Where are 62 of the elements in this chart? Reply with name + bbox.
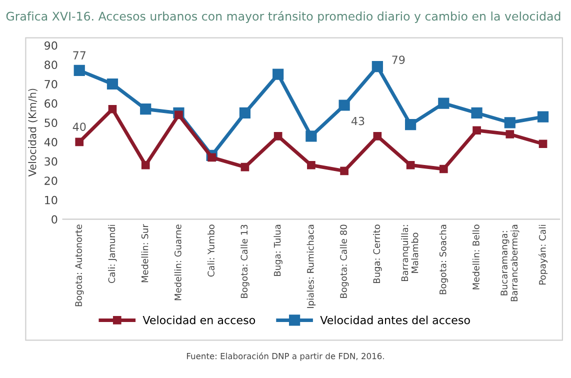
- point: [504, 117, 516, 128]
- x-tick-label: Bogota: Calle 80: [340, 224, 349, 298]
- point: [141, 160, 150, 170]
- point: [108, 104, 117, 114]
- x-tick-label: Buga: Cerrito: [373, 224, 382, 283]
- point: [538, 140, 548, 148]
- y-tick-label: 90: [44, 41, 58, 50]
- point: [106, 78, 118, 90]
- y-tick-label: 0: [52, 215, 58, 224]
- point: [438, 98, 450, 109]
- y-tick-label: 10: [45, 196, 58, 204]
- x-tick-label: Barranquilla: Malambo: [401, 225, 418, 282]
- x-tick-label: Ipiales: Rumichaca: [306, 224, 316, 308]
- data-label: 79: [392, 56, 405, 64]
- point: [306, 130, 317, 142]
- data-label: 77: [73, 51, 86, 60]
- point: [240, 162, 250, 172]
- point: [75, 138, 84, 146]
- point: [537, 111, 549, 122]
- point: [404, 119, 416, 130]
- point: [307, 160, 316, 170]
- x-tick-label: Medellin: Guarne: [174, 224, 182, 300]
- point: [208, 153, 216, 162]
- legend-label: Velocidad antes del acceso: [320, 316, 470, 324]
- x-tick-label: Medellin: Bello: [472, 224, 480, 290]
- source-note: Fuente: Elaboración DNP a partir de FDN, 2016.: [187, 352, 384, 361]
- point: [274, 132, 282, 140]
- point: [239, 107, 251, 119]
- y-tick-label: 30: [44, 157, 58, 166]
- legend-label: Velocidad en acceso: [142, 316, 256, 324]
- point: [440, 164, 448, 174]
- point: [406, 160, 415, 170]
- data-label: 40: [72, 122, 86, 132]
- point: [372, 61, 383, 72]
- x-tick-label: Medellin: Sur: [141, 224, 148, 282]
- x-tick-label: Bucaramanga: Barrancabermeja: [500, 224, 520, 302]
- x-tick-label: Popayán: Cali: [538, 224, 548, 284]
- point: [272, 68, 284, 80]
- x-tick-label: Cali: Jamundi: [108, 224, 117, 284]
- x-tick-label: Bogota: Calle 13: [240, 224, 250, 298]
- point: [373, 132, 382, 140]
- point: [472, 126, 481, 135]
- point: [74, 64, 85, 76]
- x-tick-label: Bogota: Autonorte: [75, 224, 84, 306]
- point: [506, 130, 514, 138]
- data-label: 43: [351, 116, 364, 126]
- point: [140, 104, 152, 115]
- y-tick-label: 70: [44, 80, 58, 88]
- point: [338, 100, 350, 111]
- y-axis-title: Velocidad (Km/h): [28, 88, 38, 177]
- point: [174, 110, 183, 120]
- y-tick-label: 60: [44, 99, 58, 108]
- point: [340, 166, 348, 176]
- x-tick-label: Cali: Yumbo: [207, 224, 214, 277]
- y-tick-label: 80: [44, 60, 58, 70]
- y-tick-label: 20: [44, 176, 58, 185]
- chart-title: Grafica XVI-16. Accesos urbanos con mayor tránsito promedio diario y cambio en la velocidad: [6, 11, 560, 23]
- y-tick-label: 40: [44, 138, 58, 146]
- x-tick-label: Bogota: Soacha: [439, 224, 448, 294]
- x-tick-label: Buga: Tulua: [274, 224, 282, 276]
- y-tick-label: 50: [44, 118, 58, 128]
- point: [471, 107, 482, 119]
